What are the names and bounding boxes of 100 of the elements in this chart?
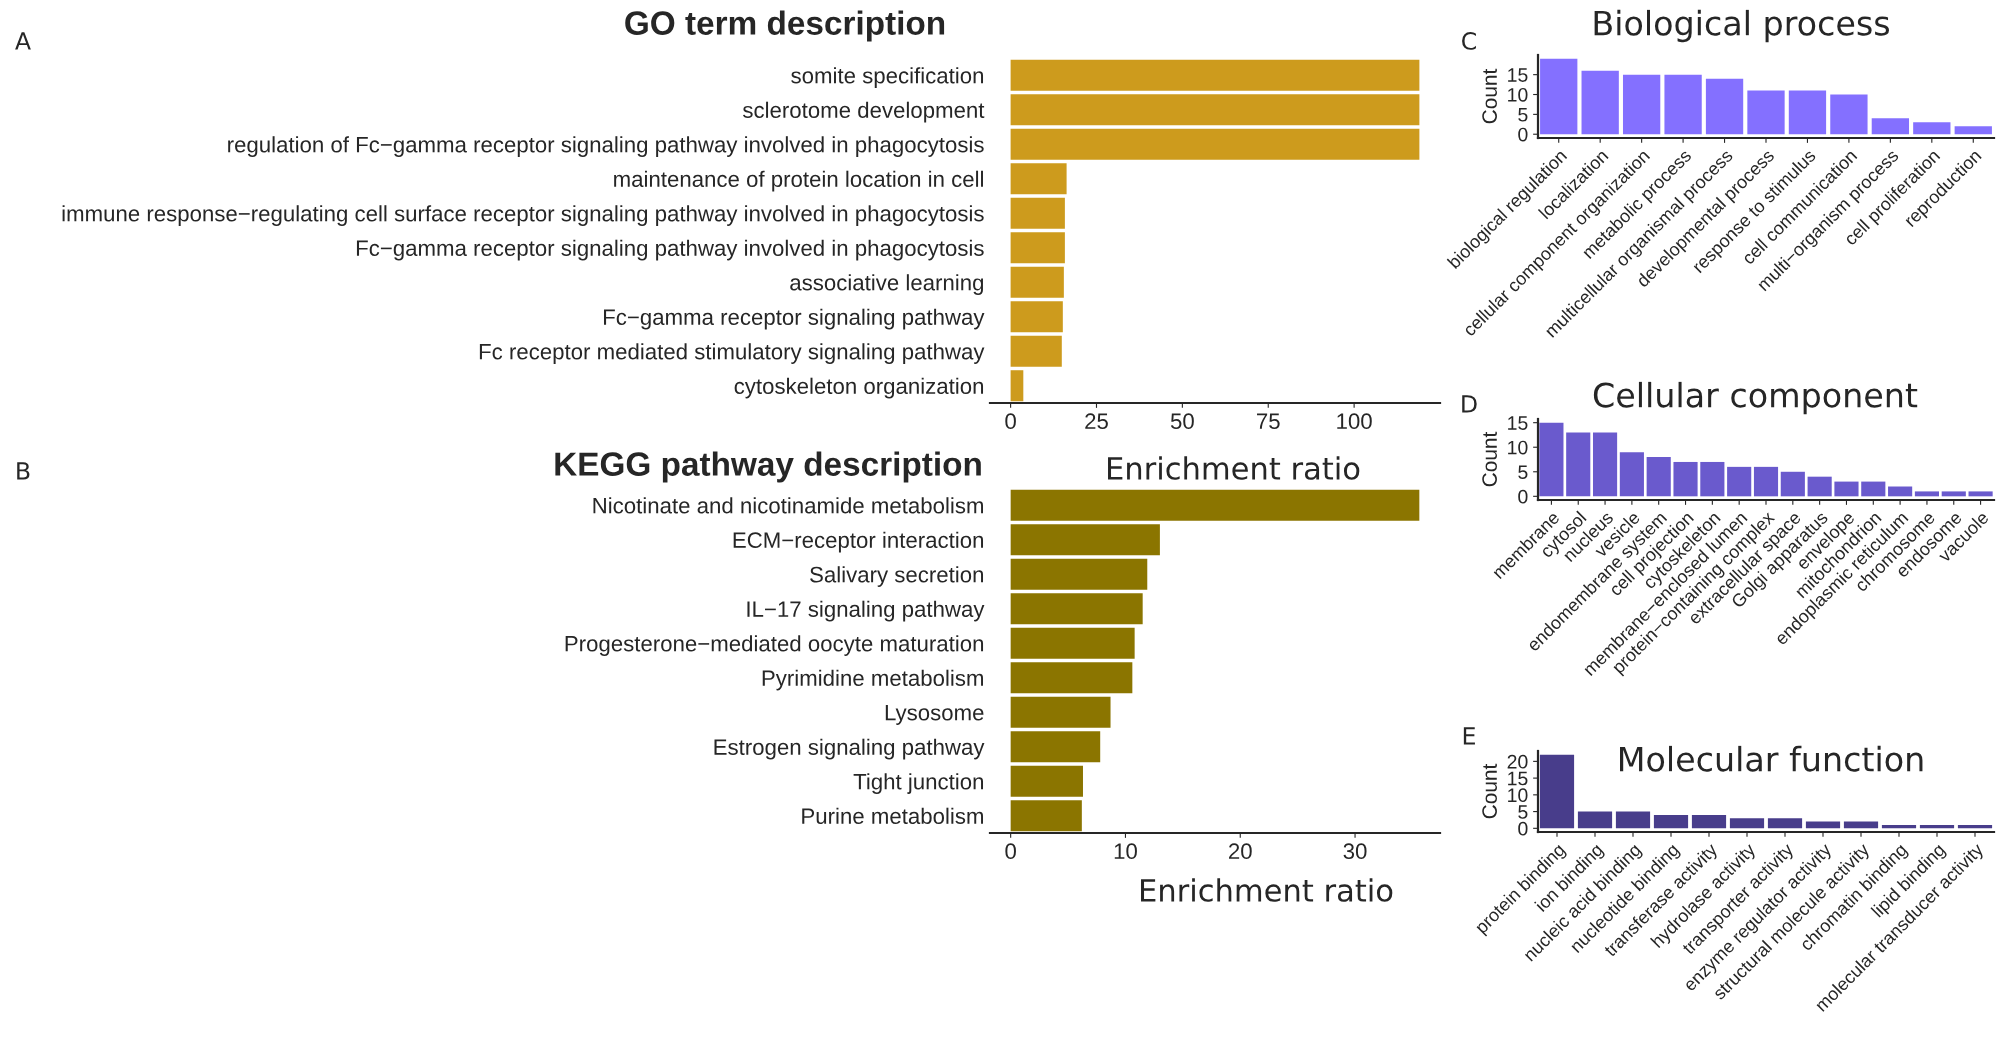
bar bbox=[1566, 432, 1591, 497]
bar bbox=[1653, 814, 1689, 829]
x-tick-label: 10 bbox=[1114, 843, 1137, 860]
y-tick-label: 20 bbox=[1507, 754, 1528, 769]
y-tick-label: regulation of Fc−gamma receptor signaling pathway involved in phagocytosis bbox=[228, 136, 984, 157]
bar bbox=[1830, 94, 1868, 135]
bar bbox=[1807, 476, 1832, 497]
y-tick-label: 0 bbox=[1518, 127, 1528, 142]
bar bbox=[1010, 627, 1135, 659]
y-tick-label: 10 bbox=[1508, 87, 1528, 102]
bar bbox=[1539, 422, 1564, 497]
bar bbox=[1941, 491, 1966, 497]
y-tick-label: Nicotinate and nicotinamide metabolism bbox=[593, 497, 983, 514]
bar bbox=[1010, 266, 1064, 298]
bar bbox=[1968, 491, 1993, 497]
bar bbox=[1010, 301, 1063, 333]
bar bbox=[1780, 471, 1805, 497]
chart-title: Biological process bbox=[1594, 9, 1890, 43]
y-tick-label: Salivary secretion bbox=[810, 566, 984, 587]
y-tick-label: somite specification bbox=[791, 67, 984, 88]
y-tick-label: Estrogen signaling pathway bbox=[714, 738, 985, 760]
bar bbox=[1753, 466, 1779, 497]
bar bbox=[1615, 811, 1651, 829]
y-tick-label: 10 bbox=[1508, 440, 1528, 455]
x-tick-label: 25 bbox=[1085, 413, 1108, 430]
bar bbox=[1914, 491, 1940, 497]
bar bbox=[1767, 818, 1803, 829]
bar bbox=[1010, 197, 1065, 229]
text: B bbox=[17, 462, 30, 480]
x-tick-label: 75 bbox=[1257, 413, 1280, 430]
x-tick-label: 0 bbox=[1005, 413, 1016, 430]
y-tick-label: Fc−gamma receptor signaling pathway bbox=[604, 308, 985, 330]
x-tick-label: 50 bbox=[1170, 413, 1194, 430]
bar bbox=[1871, 118, 1910, 135]
bar bbox=[1619, 452, 1644, 497]
bar bbox=[1747, 90, 1785, 135]
y-tick-label: immune response−regulating cell surface receptor signaling pathway involved in phagocytosis bbox=[62, 205, 984, 226]
y-tick-label: sclerotome development bbox=[742, 101, 985, 123]
x-axis-title: Enrichment ratio bbox=[1108, 456, 1360, 480]
bar bbox=[1622, 74, 1661, 135]
bar bbox=[1788, 90, 1827, 135]
y-tick-label: Purine metabolism bbox=[802, 807, 983, 825]
y-axis-title: Count bbox=[1482, 763, 1497, 819]
chart-title: Cellular component bbox=[1593, 381, 1918, 415]
chart-title: GO term description bbox=[625, 10, 945, 42]
text: A bbox=[15, 32, 31, 50]
y-tick-label: 15 bbox=[1508, 68, 1528, 82]
bar bbox=[1888, 486, 1913, 497]
bar bbox=[1664, 74, 1702, 135]
x-tick-label: 30 bbox=[1343, 843, 1367, 860]
y-tick-label: Fc receptor mediated stimulatory signaling pathway bbox=[479, 343, 985, 364]
bar bbox=[1010, 370, 1024, 402]
x-tick-label: 100 bbox=[1337, 413, 1372, 430]
y-tick-label: 5 bbox=[1518, 108, 1528, 122]
bar bbox=[1010, 593, 1143, 625]
bar bbox=[1010, 489, 1420, 521]
bar bbox=[1834, 481, 1859, 497]
bar bbox=[1539, 754, 1575, 829]
y-tick-label: IL−17 signaling pathway bbox=[747, 600, 985, 622]
bar bbox=[1705, 78, 1744, 135]
bar bbox=[1729, 818, 1765, 829]
x-tick-label: 0 bbox=[1005, 843, 1016, 860]
bar bbox=[1010, 662, 1133, 694]
bar bbox=[1010, 558, 1148, 590]
y-tick-label: Pyrimidine metabolism bbox=[762, 669, 983, 691]
y-tick-label: 5 bbox=[1518, 805, 1528, 819]
y-tick-label: 15 bbox=[1508, 771, 1528, 786]
bar bbox=[1010, 731, 1101, 763]
bar bbox=[1010, 128, 1420, 160]
chart-title: Molecular function bbox=[1620, 745, 1923, 772]
bar bbox=[1581, 70, 1619, 135]
y-tick-label: cytoskeleton organization bbox=[734, 377, 984, 399]
text: D bbox=[1462, 395, 1477, 413]
bar bbox=[1010, 696, 1111, 728]
y-tick-label: 5 bbox=[1518, 465, 1528, 480]
chart-title: KEGG pathway description bbox=[555, 451, 981, 483]
y-tick-label: Lysosome bbox=[885, 705, 984, 725]
y-tick-label: Fc−gamma receptor signaling pathway involved in phagocytosis bbox=[356, 239, 984, 261]
bar bbox=[1700, 461, 1725, 497]
bar bbox=[1010, 335, 1062, 367]
bar bbox=[1540, 58, 1578, 135]
bar bbox=[1954, 126, 1992, 135]
y-tick-label: 10 bbox=[1508, 788, 1528, 803]
y-tick-label: 15 bbox=[1508, 416, 1528, 430]
bar bbox=[1010, 765, 1083, 797]
text: C bbox=[1462, 31, 1476, 50]
y-tick-label: maintenance of protein location in cell bbox=[614, 170, 983, 192]
bar bbox=[1010, 800, 1082, 832]
y-tick-label: Progesterone−mediated oocyte maturation bbox=[565, 635, 984, 656]
text: E bbox=[1463, 727, 1475, 745]
x-axis-title: Enrichment ratio bbox=[1141, 878, 1393, 902]
y-tick-label: ECM−receptor interaction bbox=[733, 531, 984, 553]
y-tick-label: Tight junction bbox=[853, 773, 984, 794]
y-axis-title: Count bbox=[1482, 431, 1497, 487]
bar bbox=[1646, 457, 1671, 497]
bar bbox=[1577, 811, 1613, 829]
x-tick-label: 20 bbox=[1229, 843, 1252, 860]
bar bbox=[1861, 481, 1886, 497]
bar bbox=[1010, 232, 1065, 264]
bar bbox=[1727, 466, 1752, 497]
